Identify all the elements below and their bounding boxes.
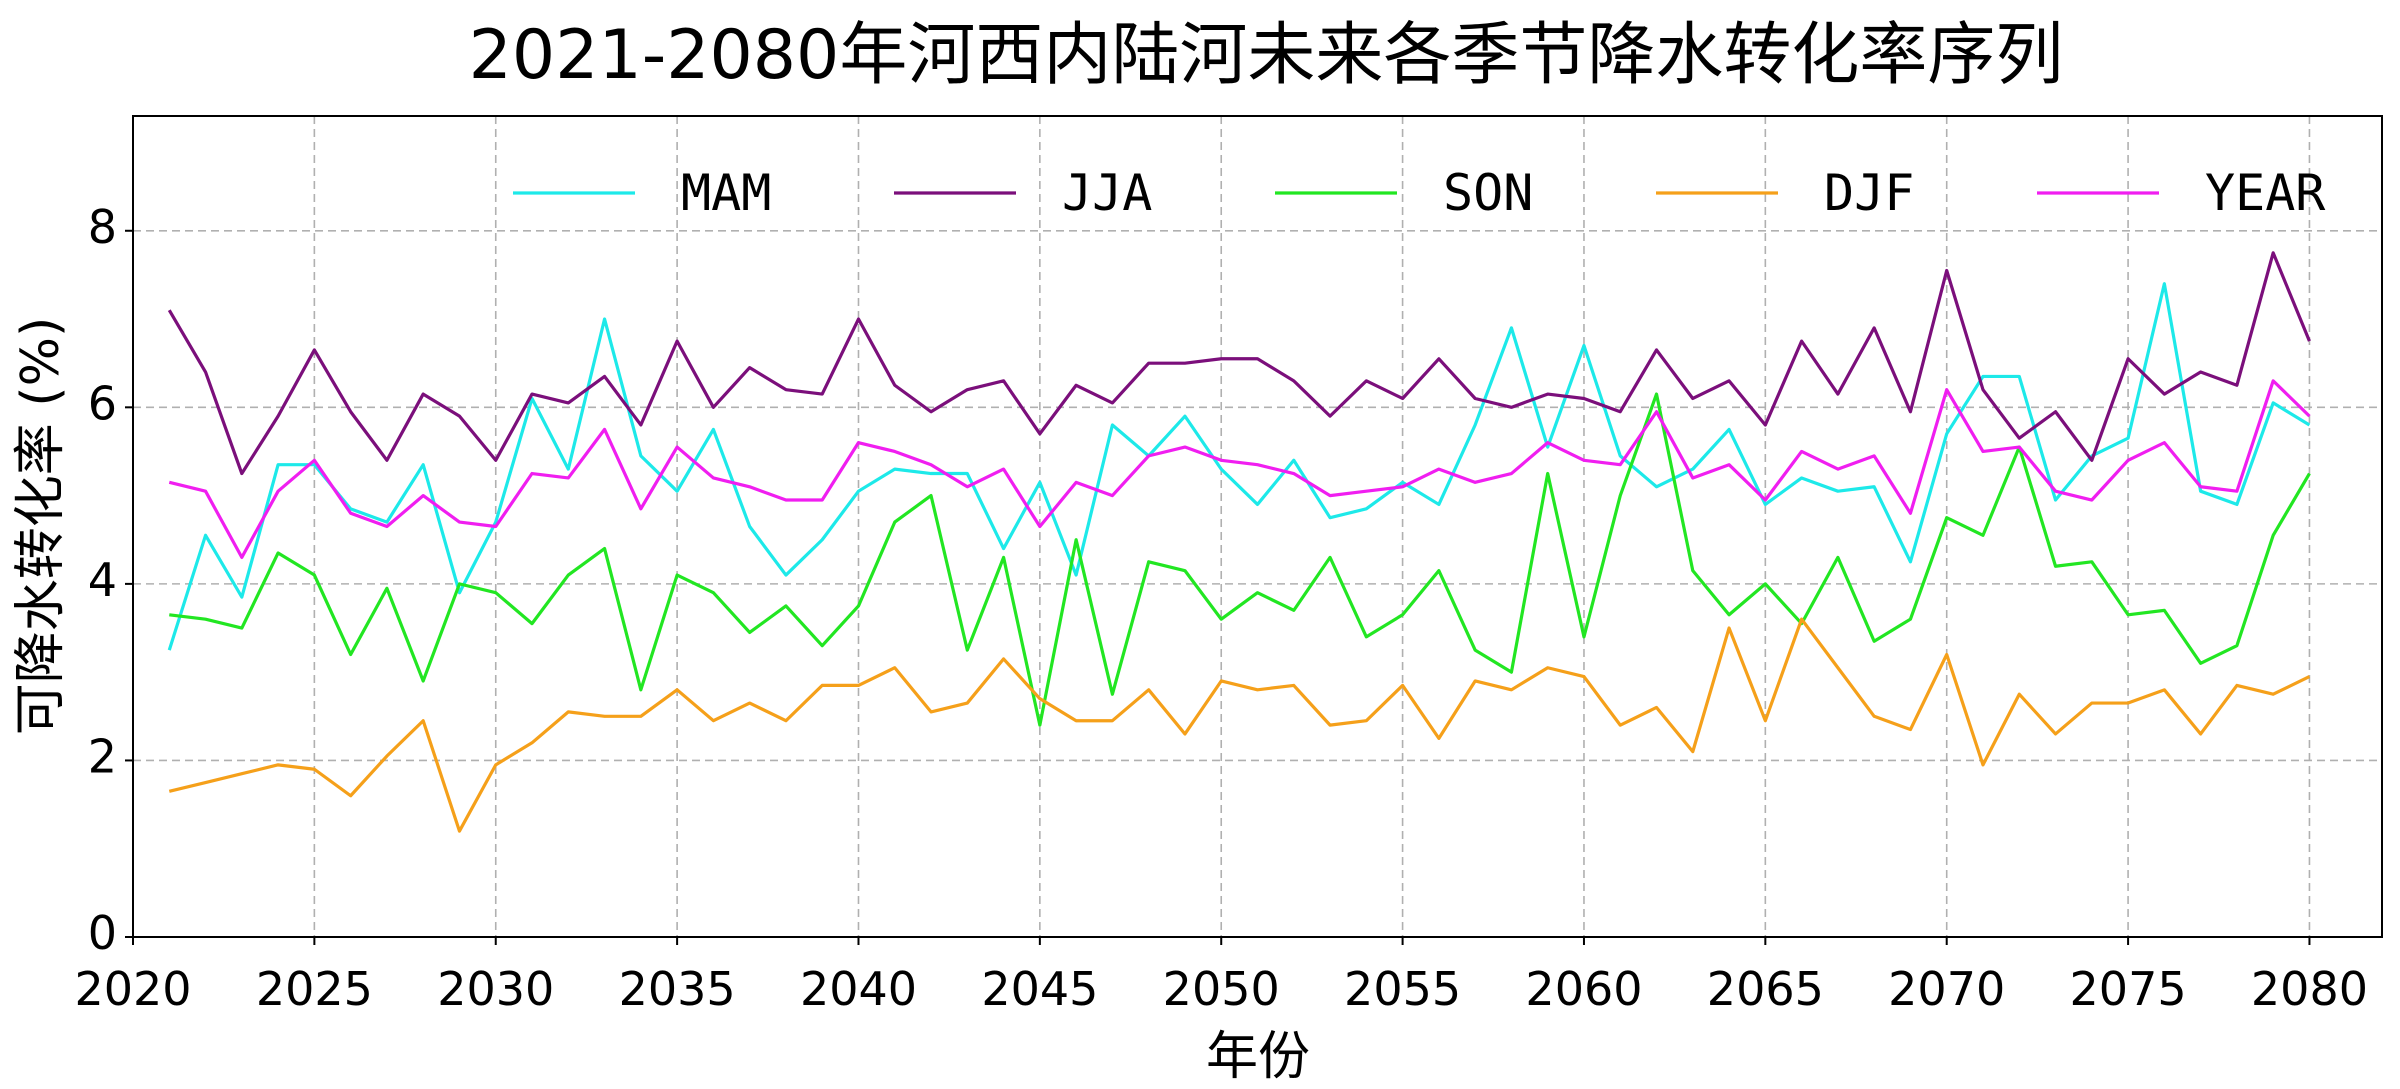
ticks: 2020 2025 2030 2035 2040 2045 2050 2055 2060 2065… <box>74 200 2368 1016</box>
series-line-jja <box>167 251 2311 476</box>
x-tick-label: 2020 <box>74 962 191 1016</box>
series-line-mam <box>167 282 2311 651</box>
y-tick-label: 0 <box>88 906 117 960</box>
y-tick-label: 4 <box>88 553 117 607</box>
x-tick-label: 2050 <box>1163 962 1280 1016</box>
legend-label-jja: JJA <box>1062 164 1152 222</box>
legend-label-djf: DJF <box>1824 164 1914 222</box>
x-tick-label: 2065 <box>1707 962 1824 1016</box>
y-tick-label: 8 <box>88 200 117 254</box>
x-tick-label: 2035 <box>619 962 736 1016</box>
x-tick-label: 2030 <box>437 962 554 1016</box>
y-tick-label: 2 <box>88 729 117 783</box>
legend-label-year: YEAR <box>2205 164 2326 222</box>
chart-title: 2021-2080年河西内陆河未来各季节降水转化率序列 <box>469 16 2064 95</box>
x-axis-label: 年份 <box>1206 1027 1310 1087</box>
x-tick-label: 2075 <box>2070 962 2187 1016</box>
series-lines <box>167 251 2311 833</box>
legend-label-mam: MAM <box>681 164 771 222</box>
legend: MAM JJA SON DJF YEAR <box>513 164 2326 222</box>
x-tick-label: 2080 <box>2251 962 2368 1016</box>
x-tick-label: 2070 <box>1888 962 2005 1016</box>
x-tick-label: 2025 <box>256 962 373 1016</box>
x-tick-label: 2040 <box>800 962 917 1016</box>
series-line-djf <box>168 617 2311 833</box>
x-tick-label: 2055 <box>1344 962 1461 1016</box>
x-tick-label: 2045 <box>981 962 1098 1016</box>
y-tick-label: 6 <box>88 376 117 430</box>
y-axis-label: 可降水转化率 (%) <box>11 317 71 736</box>
legend-label-son: SON <box>1443 164 1533 222</box>
plot-frame <box>132 115 2383 938</box>
series-line-son <box>169 392 2311 727</box>
x-tick-label: 2060 <box>1525 962 1642 1016</box>
series-line-year <box>168 379 2311 559</box>
